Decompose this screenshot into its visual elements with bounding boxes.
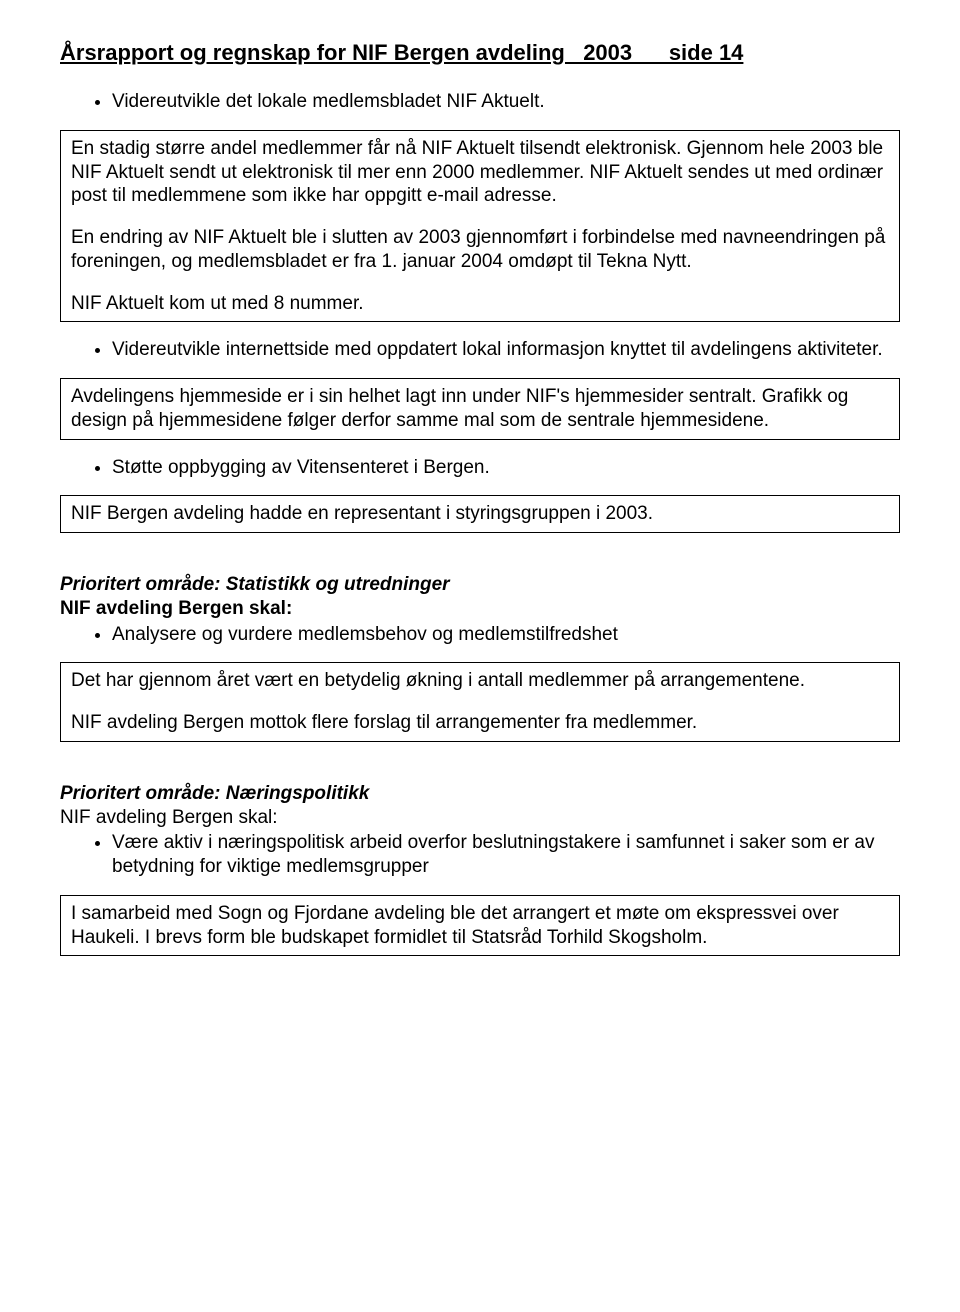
bullet-list-4: Analysere og vurdere medlemsbehov og med… (60, 623, 900, 647)
bullet-list-3: Støtte oppbygging av Vitensenteret i Ber… (60, 456, 900, 480)
section-heading-naering: Prioritert område: Næringspolitikk NIF a… (60, 782, 900, 830)
section-title-italic: Prioritert område: Statistikk og utredni… (60, 574, 450, 595)
section-subtitle-plain: NIF avdeling Bergen skal: (60, 807, 278, 828)
box-paragraph: NIF avdeling Bergen mottok flere forslag… (71, 711, 889, 735)
bullet-list-2: Videreutvikle internettside med oppdater… (60, 338, 900, 362)
section-subtitle-bold: NIF avdeling Bergen skal: (60, 598, 292, 619)
info-box-2: Avdelingens hjemmeside er i sin helhet l… (60, 378, 900, 440)
box-paragraph: En endring av NIF Aktuelt ble i slutten … (71, 226, 889, 274)
bullet-list-1: Videreutvikle det lokale medlemsbladet N… (60, 90, 900, 114)
info-box-3: NIF Bergen avdeling hadde en representan… (60, 495, 900, 533)
info-box-4: Det har gjennom året vært en betydelig ø… (60, 662, 900, 742)
bullet-item: Være aktiv i næringspolitisk arbeid over… (112, 831, 900, 879)
info-box-1: En stadig større andel medlemmer får nå … (60, 130, 900, 323)
bullet-item: Videreutvikle internettside med oppdater… (112, 338, 900, 362)
box-paragraph: Avdelingens hjemmeside er i sin helhet l… (71, 385, 889, 433)
info-box-5: I samarbeid med Sogn og Fjordane avdelin… (60, 895, 900, 957)
bullet-item: Videreutvikle det lokale medlemsbladet N… (112, 90, 900, 114)
bullet-item: Støtte oppbygging av Vitensenteret i Ber… (112, 456, 900, 480)
box-paragraph: NIF Bergen avdeling hadde en representan… (71, 502, 889, 526)
page-title: Årsrapport og regnskap for NIF Bergen av… (60, 40, 900, 66)
bullet-item: Analysere og vurdere medlemsbehov og med… (112, 623, 900, 647)
box-paragraph: NIF Aktuelt kom ut med 8 nummer. (71, 292, 889, 316)
box-paragraph: I samarbeid med Sogn og Fjordane avdelin… (71, 902, 889, 950)
box-paragraph: Det har gjennom året vært en betydelig ø… (71, 669, 889, 693)
section-heading-statistikk: Prioritert område: Statistikk og utredni… (60, 573, 900, 621)
box-paragraph: En stadig større andel medlemmer får nå … (71, 137, 889, 208)
bullet-list-5: Være aktiv i næringspolitisk arbeid over… (60, 831, 900, 879)
document-page: Årsrapport og regnskap for NIF Bergen av… (0, 0, 960, 1012)
section-title-italic: Prioritert område: Næringspolitikk (60, 783, 369, 804)
